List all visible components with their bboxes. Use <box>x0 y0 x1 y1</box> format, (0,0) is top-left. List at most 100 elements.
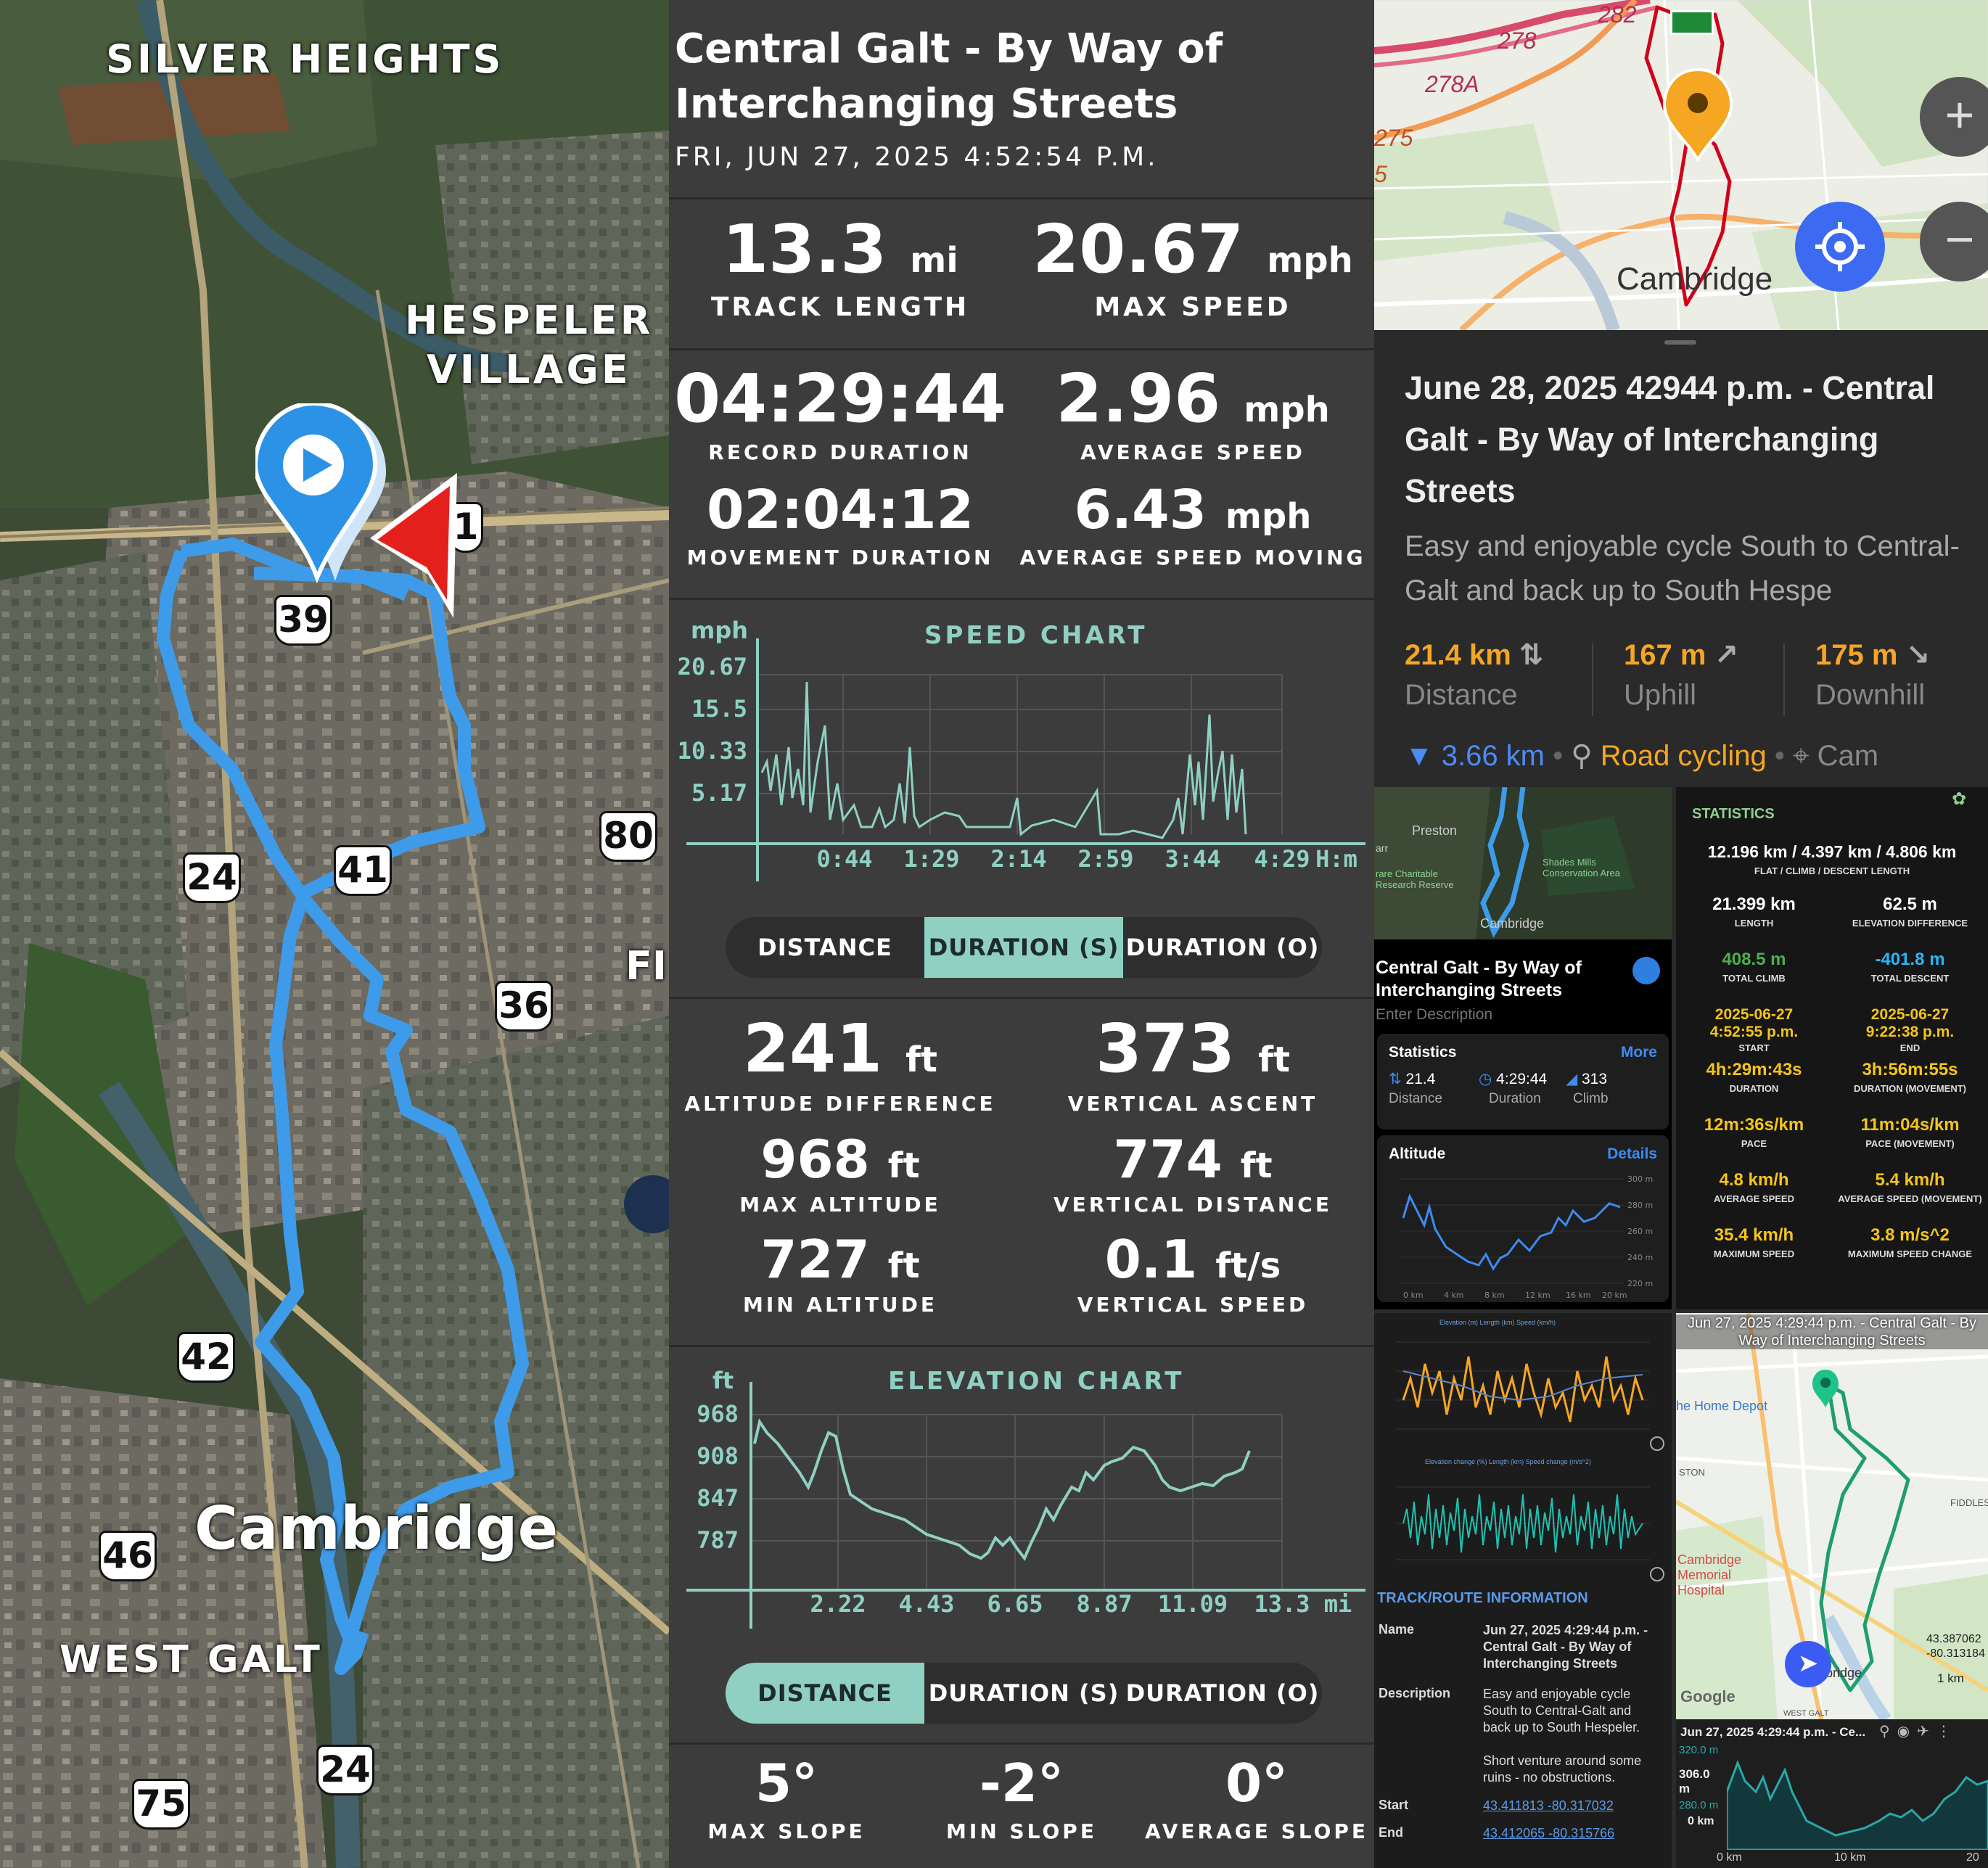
average-speed-moving-unit: mph <box>1225 496 1312 537</box>
zoom-in-button[interactable]: + <box>1920 77 1988 157</box>
downhill-icon: ↘ <box>1905 639 1931 671</box>
speed-y-tick: 15.5 <box>691 695 747 723</box>
finish-flag-icon <box>1670 10 1714 35</box>
description-input[interactable] <box>1376 1005 1637 1025</box>
elevation-chart[interactable]: ft 968 908 847 787 2.22 4.43 6.65 8.87 1… <box>669 1364 1374 1639</box>
min-slope-value: -2° <box>979 1753 1064 1814</box>
elevation-x-tick: 8.87 <box>1076 1590 1132 1618</box>
activity-type: Road cycling <box>1600 740 1767 772</box>
alt3-y3: 280.0 m <box>1679 1799 1719 1811</box>
track-title: Central Galt - By Way of Interchanging S… <box>675 25 1223 128</box>
alt-x-tick: 12 km <box>1525 1291 1550 1300</box>
zoom-icon[interactable] <box>1650 1436 1664 1451</box>
end-coords-link[interactable]: 43.412065 -80.315766 <box>1483 1826 1615 1840</box>
nearby-distance: 3.66 km <box>1441 740 1545 772</box>
speed-x-tick: 0:44 <box>816 845 872 873</box>
card-color-dot[interactable] <box>1632 957 1660 984</box>
stat-vertical-ascent: 373 ft VERTICAL ASCENT <box>1011 1010 1374 1116</box>
statistics-heading: Statistics <box>1389 1044 1457 1061</box>
direction-arrow-icon: ▼ <box>1405 740 1434 772</box>
stat-item-label: ELEVATION DIFFERENCE <box>1852 918 1968 929</box>
movement-duration-label: MOVEMENT DURATION <box>686 546 994 569</box>
max-speed-unit: mph <box>1267 240 1353 281</box>
end-arrow-icon[interactable] <box>356 473 464 618</box>
tab-distance[interactable]: DISTANCE <box>757 934 892 961</box>
tab-duration-s[interactable]: DURATION (S) <box>924 917 1123 978</box>
tab-duration-o[interactable]: DURATION (O) <box>1125 934 1320 961</box>
track-details-sheet: June 28, 2025 42944 p.m. - Central Galt … <box>1374 330 1988 787</box>
vertical-distance-value: 774 <box>1113 1129 1223 1190</box>
preview-map-tiles <box>1374 787 1672 939</box>
label-rare-reserve: rare Charitable Research Reserve <box>1376 868 1454 890</box>
altitude-profile[interactable]: Jun 27, 2025 4:29:44 p.m. - Ce... ⚲◉✈⋮ 3… <box>1676 1719 1988 1868</box>
map3-ston: STON <box>1679 1467 1705 1478</box>
card-distance-label: Distance <box>1389 1091 1442 1106</box>
min-slope-label: MIN SLOPE <box>946 1819 1097 1843</box>
elevation-series-line <box>753 1418 1251 1561</box>
sheet-drag-handle[interactable] <box>1664 340 1696 345</box>
location-pin-icon[interactable] <box>1662 67 1734 161</box>
alt3-x2: 20 <box>1966 1851 1979 1864</box>
alt3-toolbar-icons[interactable]: ⚲◉✈⋮ <box>1879 1724 1958 1740</box>
stat-item-value: 408.5 m <box>1722 950 1786 969</box>
start-pin-icon[interactable] <box>255 403 386 585</box>
road-shield-42: 42 <box>177 1332 235 1383</box>
start-key: Start <box>1379 1798 1409 1812</box>
preview-map[interactable]: Preston Cambridge Shades Mills Conservat… <box>1374 787 1672 939</box>
route-map[interactable]: 282 278 278A 275 5 Cambridge + − <box>1374 0 1988 330</box>
max-speed-value: 20.67 <box>1032 210 1244 288</box>
graph-legend-2: Elevation change (%) Length (km) Speed c… <box>1425 1458 1591 1465</box>
statistics-more-link[interactable]: More <box>1620 1044 1657 1061</box>
map3-west-galt: WEST GALT <box>1783 1709 1829 1718</box>
altitude-heading: Altitude <box>1389 1145 1446 1162</box>
elevation-x-tick: 6.65 <box>987 1590 1043 1618</box>
place-fi: FI <box>625 943 667 989</box>
altitude-mini-chart: 300 m 280 m 260 m 240 m 220 m 0 km 4 km … <box>1399 1174 1653 1300</box>
stat-max-speed: 20.67 mph MAX SPEED <box>1011 210 1374 322</box>
start-marker-icon[interactable] <box>1811 1368 1840 1409</box>
elevation-speed-graph[interactable] <box>1374 1328 1672 1455</box>
elevation-y-tick: 847 <box>697 1484 739 1512</box>
speed-y-tick: 5.17 <box>691 779 747 807</box>
card-duration-label: Duration <box>1489 1091 1541 1106</box>
zoom-out-button[interactable]: − <box>1920 202 1988 281</box>
stat-average-speed-moving: 6.43 mph AVERAGE SPEED MOVING <box>1011 479 1374 569</box>
alt3-y2: 306.0 m <box>1679 1767 1710 1795</box>
start-coords-link[interactable]: 43.411813 -80.317032 <box>1483 1798 1614 1813</box>
alt-x-tick: 0 km <box>1403 1291 1424 1300</box>
max-slope-value: 5° <box>755 1753 818 1814</box>
google-route-map[interactable]: Jun 27, 2025 4:29:44 p.m. - Central Galt… <box>1676 1313 1988 1719</box>
end-key: End <box>1379 1825 1403 1840</box>
statistics-header: STATISTICS <box>1692 806 1775 822</box>
speed-change-graph[interactable] <box>1374 1465 1672 1581</box>
vertical-speed-value: 0.1 <box>1104 1229 1198 1290</box>
zoom-icon[interactable] <box>1650 1567 1664 1581</box>
average-speed-moving-value: 6.43 <box>1074 479 1207 541</box>
label-arr: arr <box>1376 842 1389 854</box>
altitude-details-link[interactable]: Details <box>1607 1145 1657 1162</box>
alt-y-tick: 300 m <box>1627 1174 1653 1184</box>
track-info-header: TRACK/ROUTE INFORMATION <box>1377 1590 1588 1606</box>
stat-item-value: 4.8 km/h <box>1719 1170 1789 1190</box>
divider <box>1592 643 1593 716</box>
elevation-y-tick: 787 <box>697 1526 739 1554</box>
place-hespeler: HESPELER <box>405 297 654 343</box>
track-route-information: TRACK/ROUTE INFORMATION Name Jun 27, 202… <box>1374 1581 1672 1868</box>
satellite-map[interactable]: SILVER HEIGHTS HESPELER VILLAGE Cambridg… <box>0 0 669 1868</box>
tab-distance[interactable]: DISTANCE <box>726 1663 924 1724</box>
flat-climb-descent-value: 12.196 km / 4.397 km / 4.806 km <box>1707 842 1957 861</box>
stat-track-length: 13.3 mi TRACK LENGTH <box>669 210 1011 322</box>
speed-chart[interactable]: mph 20.67 15.5 10.33 5.17 0:44 1:29 2:14… <box>669 617 1374 885</box>
tab-duration-s[interactable]: DURATION (S) <box>928 1679 1120 1707</box>
locate-me-button[interactable] <box>1795 202 1885 292</box>
track-card: Central Galt - By Way of Interchanging S… <box>1374 939 1672 1309</box>
altitude-difference-unit: ft <box>905 1040 937 1080</box>
track-length-label: TRACK LENGTH <box>710 292 970 322</box>
tab-duration-o[interactable]: DURATION (O) <box>1125 1679 1320 1707</box>
hospital-label: Cambridge Memorial Hospital <box>1677 1552 1742 1597</box>
card-title: Central Galt - By Way of Interchanging S… <box>1376 958 1582 1000</box>
stat-average-speed: 2.96 mph AVERAGE SPEED <box>1011 360 1374 464</box>
navigation-arrow-icon[interactable]: ➤ <box>1785 1641 1831 1687</box>
road-label-5: 5 <box>1374 161 1387 187</box>
altitude-box: Altitude Details 300 m 280 m 260 m 240 m… <box>1377 1135 1669 1302</box>
